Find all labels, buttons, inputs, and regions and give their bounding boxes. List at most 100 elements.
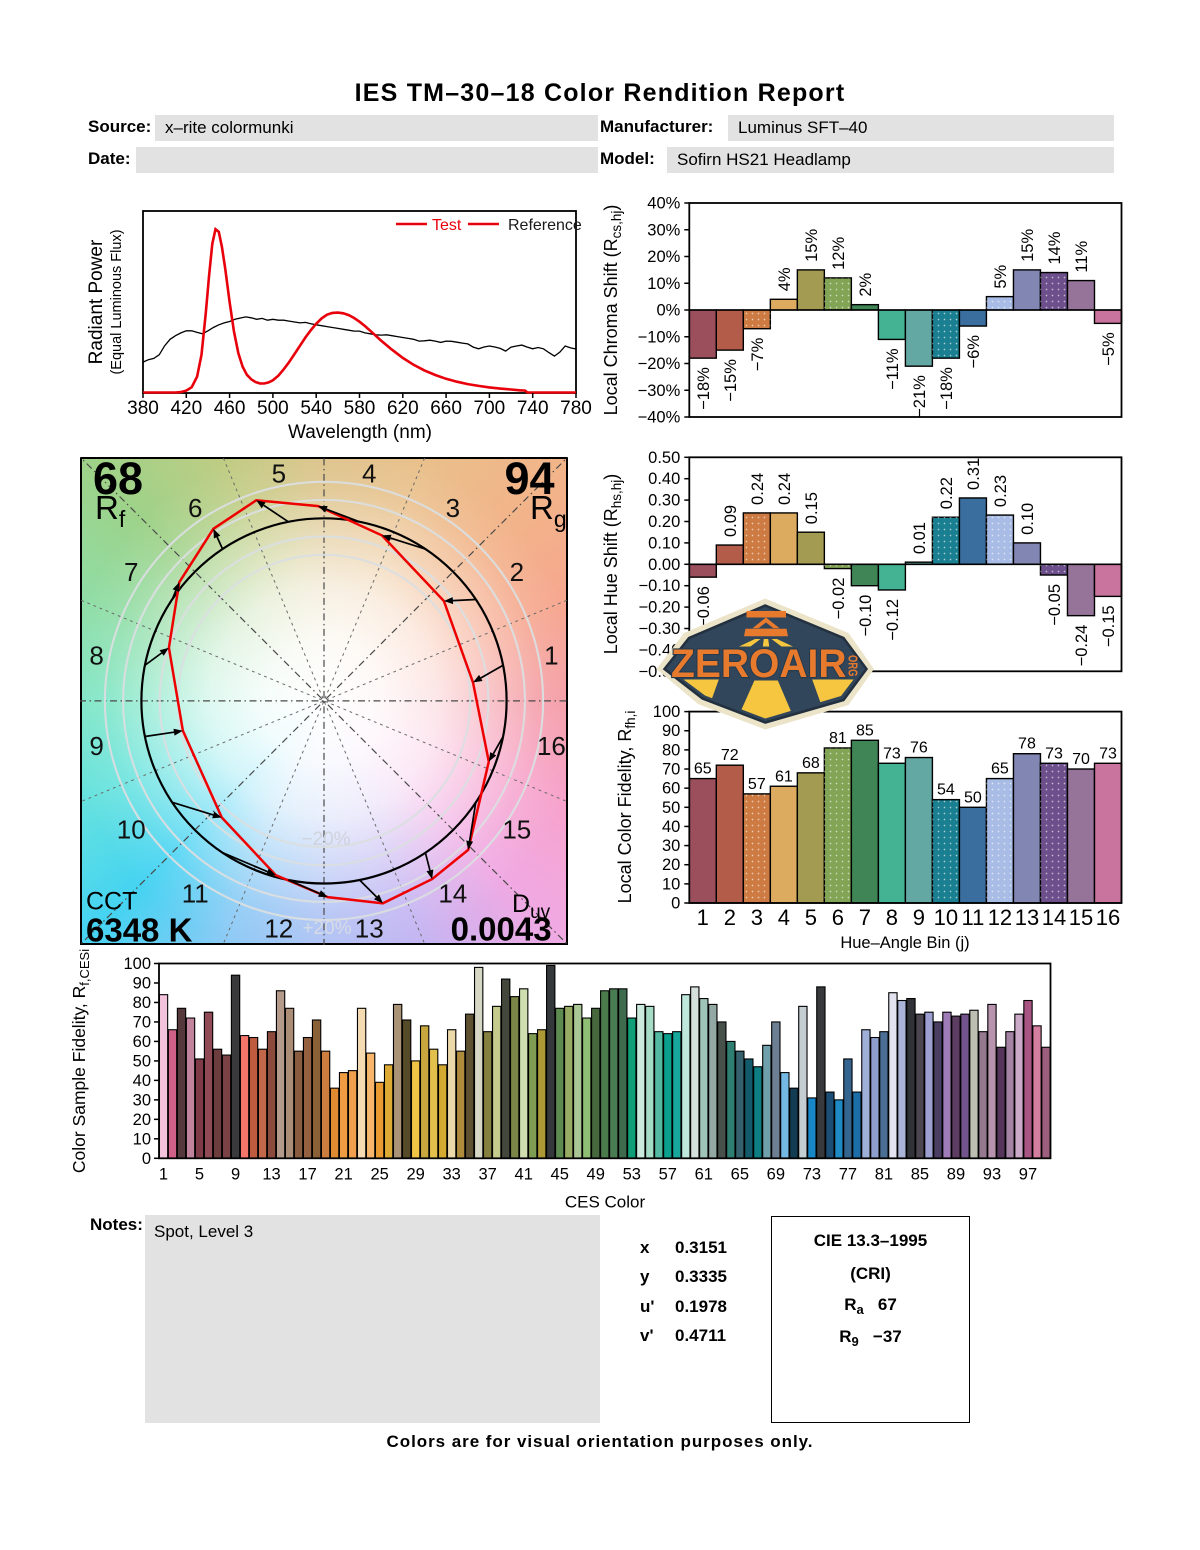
svg-text:12%: 12% xyxy=(830,237,848,270)
svg-text:50: 50 xyxy=(133,1052,151,1070)
svg-text:90: 90 xyxy=(133,974,151,992)
svg-text:89: 89 xyxy=(947,1165,965,1183)
svg-text:660: 660 xyxy=(430,398,462,419)
svg-text:93: 93 xyxy=(983,1165,1001,1183)
svg-text:40: 40 xyxy=(662,818,680,836)
svg-text:540: 540 xyxy=(300,398,332,419)
svg-text:−0.06: −0.06 xyxy=(695,586,713,628)
svg-text:68: 68 xyxy=(802,755,820,772)
svg-text:−0.05: −0.05 xyxy=(1046,584,1064,626)
svg-text:14: 14 xyxy=(1042,905,1066,930)
svg-text:10%: 10% xyxy=(647,275,680,293)
svg-text:6: 6 xyxy=(832,905,844,930)
svg-text:16: 16 xyxy=(1096,905,1120,930)
svg-text:0.31: 0.31 xyxy=(965,458,983,490)
svg-text:−20%: −20% xyxy=(302,829,351,850)
svg-text:0.00: 0.00 xyxy=(648,556,680,574)
svg-text:−7%: −7% xyxy=(749,337,767,371)
svg-text:0%: 0% xyxy=(656,302,680,320)
svg-text:740: 740 xyxy=(517,398,549,419)
svg-text:Local Hue Shift (Rhs,hj): Local Hue Shift (Rhs,hj) xyxy=(601,474,624,655)
svg-text:15: 15 xyxy=(1069,905,1093,930)
svg-text:14%: 14% xyxy=(1046,231,1064,264)
svg-text:11: 11 xyxy=(182,879,209,909)
svg-text:−0.15: −0.15 xyxy=(1100,605,1118,647)
svg-text:ORG: ORG xyxy=(846,655,861,677)
svg-text:4: 4 xyxy=(362,459,376,489)
svg-text:65: 65 xyxy=(991,761,1009,778)
svg-text:73: 73 xyxy=(883,745,901,762)
svg-text:0.10: 0.10 xyxy=(648,534,680,552)
svg-text:9: 9 xyxy=(231,1165,240,1183)
svg-text:0.23: 0.23 xyxy=(992,475,1010,507)
svg-text:3: 3 xyxy=(446,493,460,523)
svg-text:60: 60 xyxy=(133,1033,151,1051)
svg-text:−0.24: −0.24 xyxy=(1073,625,1091,667)
svg-text:−21%: −21% xyxy=(911,375,929,418)
svg-text:81: 81 xyxy=(829,730,847,747)
svg-text:10: 10 xyxy=(662,875,680,893)
svg-text:1: 1 xyxy=(159,1165,168,1183)
svg-text:0.0043: 0.0043 xyxy=(451,911,552,946)
svg-text:6348 K: 6348 K xyxy=(86,912,193,946)
svg-text:4: 4 xyxy=(778,905,790,930)
svg-text:−0.10: −0.10 xyxy=(857,595,875,637)
svg-text:25: 25 xyxy=(370,1165,388,1183)
svg-text:CCT: CCT xyxy=(86,888,137,916)
svg-text:0.30: 0.30 xyxy=(648,492,680,510)
svg-text:Wavelength (nm): Wavelength (nm) xyxy=(288,422,432,443)
svg-text:90: 90 xyxy=(662,722,680,740)
svg-text:0.01: 0.01 xyxy=(911,522,929,554)
svg-text:2%: 2% xyxy=(857,272,875,296)
svg-text:(Equal Luminous Flux): (Equal Luminous Flux) xyxy=(109,229,125,374)
svg-text:13: 13 xyxy=(355,913,384,943)
svg-text:20: 20 xyxy=(133,1111,151,1129)
svg-text:4%: 4% xyxy=(776,267,794,291)
svg-text:97: 97 xyxy=(1019,1165,1037,1183)
svg-text:65: 65 xyxy=(731,1165,749,1183)
svg-text:5%: 5% xyxy=(992,264,1010,288)
svg-text:0.22: 0.22 xyxy=(938,477,956,509)
svg-text:380: 380 xyxy=(127,398,159,419)
svg-text:700: 700 xyxy=(474,398,506,419)
svg-text:15: 15 xyxy=(503,815,532,845)
svg-text:15%: 15% xyxy=(1019,229,1037,262)
svg-text:Test: Test xyxy=(432,217,462,234)
svg-text:780: 780 xyxy=(560,398,592,419)
svg-text:81: 81 xyxy=(875,1165,893,1183)
svg-text:30%: 30% xyxy=(647,221,680,239)
svg-text:12: 12 xyxy=(988,905,1012,930)
svg-text:73: 73 xyxy=(803,1165,821,1183)
svg-text:460: 460 xyxy=(214,398,246,419)
svg-text:−30%: −30% xyxy=(638,382,681,400)
svg-text:0.24: 0.24 xyxy=(749,473,767,505)
svg-text:70: 70 xyxy=(662,761,680,779)
svg-text:40: 40 xyxy=(133,1072,151,1090)
svg-text:Radiant Power: Radiant Power xyxy=(86,239,107,364)
svg-text:41: 41 xyxy=(515,1165,533,1183)
svg-text:30: 30 xyxy=(133,1091,151,1109)
svg-text:0: 0 xyxy=(671,895,680,913)
svg-text:16: 16 xyxy=(537,731,566,761)
svg-text:−11%: −11% xyxy=(884,348,902,390)
svg-text:60: 60 xyxy=(662,780,680,798)
svg-text:2: 2 xyxy=(510,557,524,587)
svg-text:−5%: −5% xyxy=(1100,332,1118,366)
svg-text:54: 54 xyxy=(937,782,955,799)
svg-text:6: 6 xyxy=(188,493,202,523)
svg-text:30: 30 xyxy=(662,837,680,855)
svg-text:1: 1 xyxy=(697,905,709,930)
svg-text:80: 80 xyxy=(662,741,680,759)
svg-text:29: 29 xyxy=(406,1165,424,1183)
svg-text:420: 420 xyxy=(170,398,202,419)
svg-text:12: 12 xyxy=(265,913,294,943)
svg-text:−18%: −18% xyxy=(938,367,956,410)
svg-text:9: 9 xyxy=(913,905,925,930)
svg-text:10: 10 xyxy=(117,815,146,845)
svg-text:Rg: Rg xyxy=(530,489,567,532)
svg-text:1: 1 xyxy=(545,641,559,671)
svg-text:61: 61 xyxy=(775,768,793,785)
svg-text:7: 7 xyxy=(124,557,138,587)
svg-text:−6%: −6% xyxy=(965,335,983,369)
svg-text:−0.02: −0.02 xyxy=(830,578,848,620)
